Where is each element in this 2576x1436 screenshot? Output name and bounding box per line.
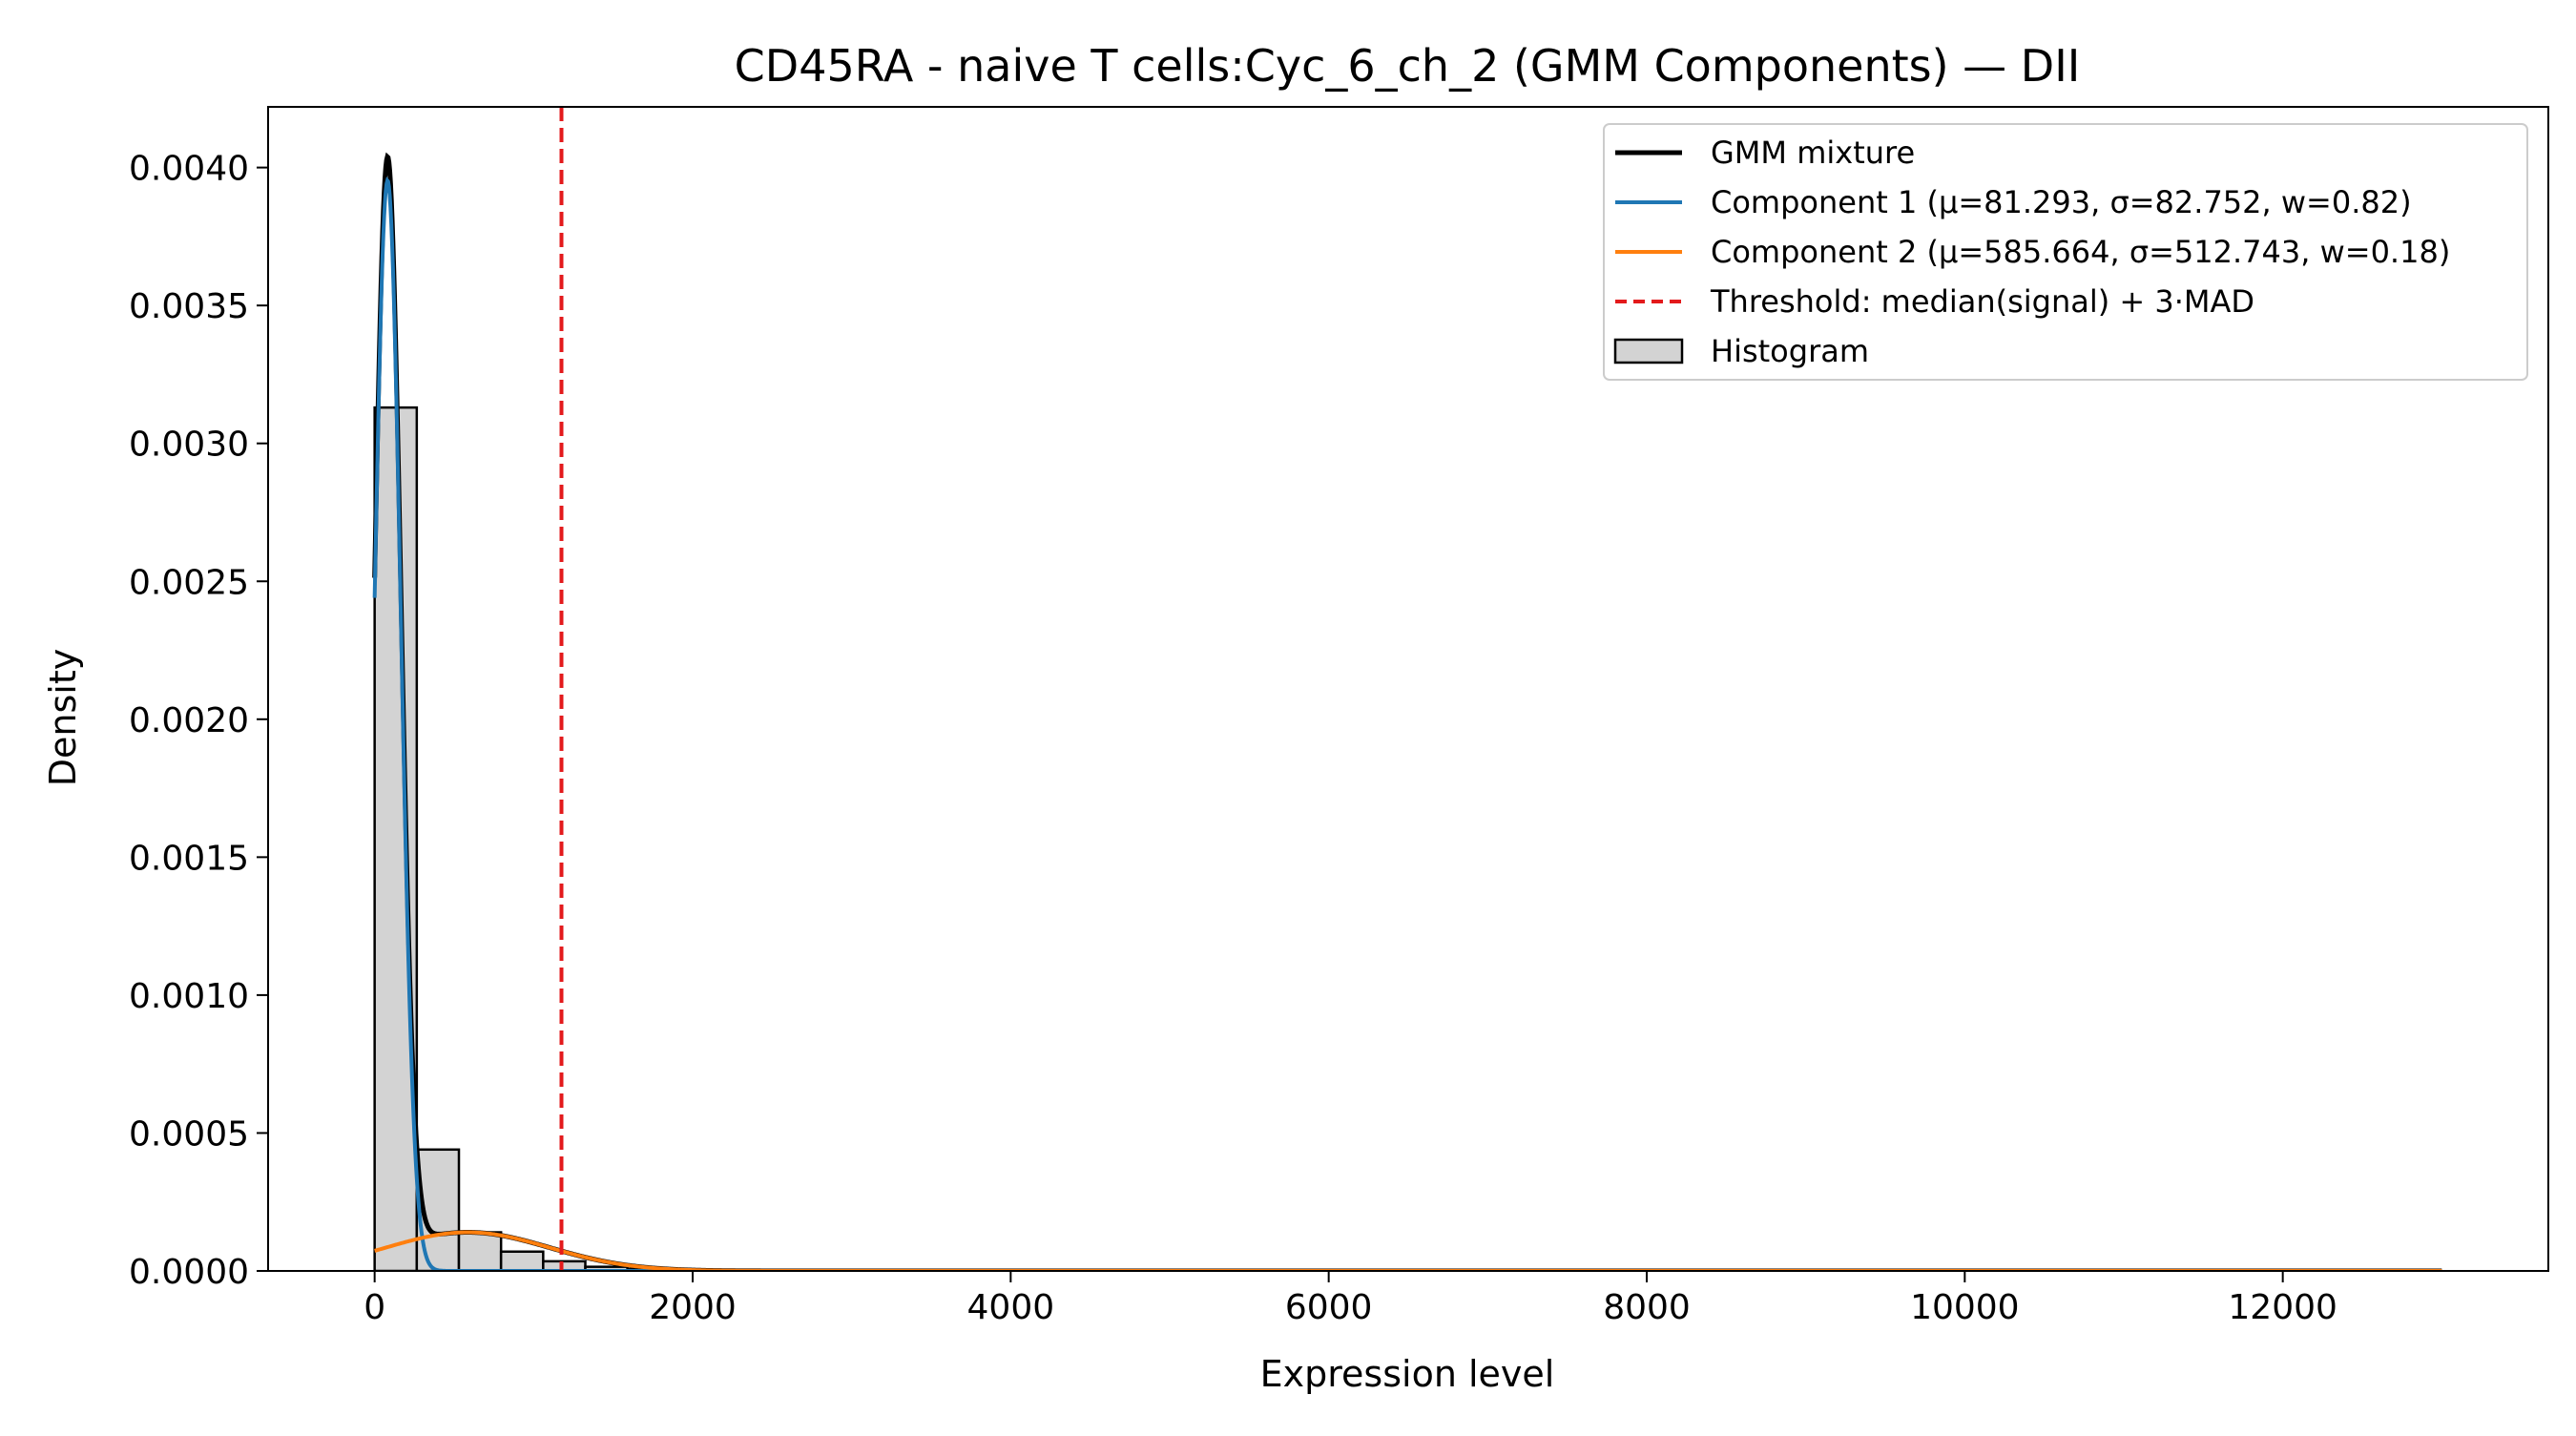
x-tick-label: 6000 — [1285, 1288, 1373, 1327]
x-tick-label: 4000 — [967, 1288, 1055, 1327]
histogram-bar — [499, 1250, 545, 1271]
y-tick-label: 0.0025 — [129, 563, 249, 602]
legend-entry-label: GMM mixture — [1711, 135, 1915, 171]
legend-entry-label: Histogram — [1711, 333, 1869, 369]
legend: GMM mixture Component 1 (μ=81.293, σ=82.7… — [1603, 123, 2528, 381]
x-tick-label: 12000 — [2228, 1288, 2337, 1327]
histogram-bar — [373, 406, 419, 1271]
legend-swatch-histogram — [1613, 338, 1684, 364]
x-tick-label: 8000 — [1603, 1288, 1691, 1327]
x-tick-label: 2000 — [649, 1288, 737, 1327]
legend-entry-label: Threshold: median(signal) + 3·MAD — [1710, 283, 2254, 320]
legend-entry-label: Component 1 (μ=81.293, σ=82.752, w=0.82) — [1711, 184, 2412, 220]
y-tick-label: 0.0010 — [129, 977, 249, 1016]
y-axis-label: Density — [42, 649, 84, 786]
x-axis-label: Expression level — [1260, 1353, 1555, 1395]
legend-entry-label: Component 2 (μ=585.664, σ=512.743, w=0.1… — [1711, 234, 2450, 270]
x-tick-label: 10000 — [1910, 1288, 2020, 1327]
y-tick-label: 0.0040 — [129, 150, 249, 189]
histogram-bar — [457, 1231, 503, 1271]
y-tick-label: 0.0030 — [129, 426, 249, 465]
chart-title: CD45RA - naive T cells:Cyc_6_ch_2 (GMM C… — [735, 40, 2081, 92]
y-tick-label: 0.0005 — [129, 1114, 249, 1154]
axes: 0 2000 4000 6000 8000 10000 12000 0.0000 0.0005 0… — [129, 106, 2549, 1327]
legend-box — [1603, 123, 2528, 381]
axes-frame — [267, 106, 2549, 1272]
y-tick-label: 0.0035 — [129, 287, 249, 326]
y-tick-label: 0.0000 — [129, 1253, 249, 1292]
y-tick-label: 0.0020 — [129, 701, 249, 740]
y-tick-label: 0.0015 — [129, 839, 249, 878]
x-tick-label: 0 — [364, 1288, 385, 1327]
